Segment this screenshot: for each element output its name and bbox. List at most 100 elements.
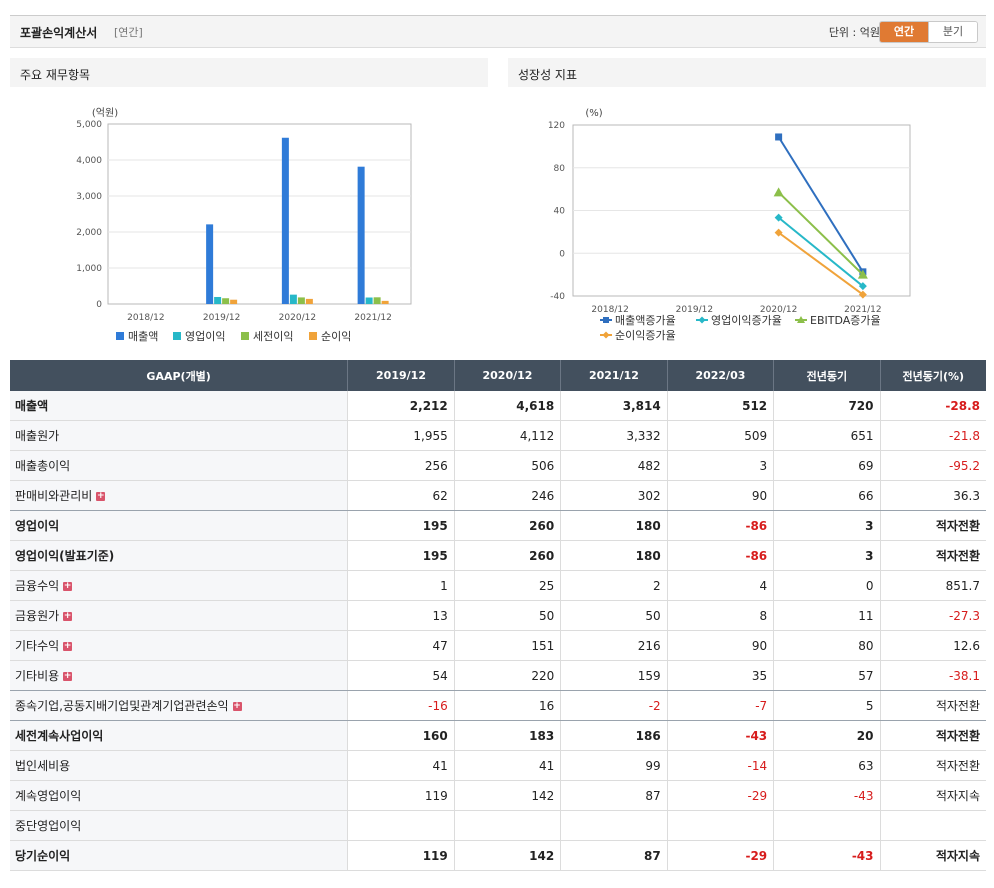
bar-영업이익 [365, 297, 373, 304]
data-point [858, 290, 867, 299]
quarter-toggle-button[interactable]: 분기 [928, 22, 977, 42]
row-value: 509 [667, 420, 775, 451]
expand-plus-icon[interactable]: + [63, 581, 73, 591]
legend-marker [603, 317, 609, 323]
data-point [858, 282, 867, 291]
bar-세전이익 [297, 297, 305, 304]
x-tick-label: 2021/12 [354, 313, 391, 323]
row-value: -27.3 [880, 600, 986, 631]
row-value: 적자지속 [880, 840, 986, 871]
expand-plus-icon[interactable]: + [232, 701, 242, 711]
row-label-text: 세전계속사업이익 [15, 729, 104, 743]
row-label-text: 영업이익 [15, 519, 60, 533]
row-value: 87 [560, 780, 668, 811]
table-row: 중단영업이익 [10, 810, 986, 841]
expand-plus-icon[interactable]: + [63, 611, 73, 621]
bar-매출액 [206, 224, 214, 304]
legend-label: 순이익 [321, 330, 351, 343]
expand-plus-icon[interactable]: + [63, 641, 73, 651]
row-value: 35 [667, 660, 775, 691]
growth-line-chart: (%) -40 0 40 80 120 2018/12 2019/12 2020/12 2021/… [548, 108, 911, 342]
header-2021: 2021/12 [560, 360, 668, 391]
statement-header: 포괄손익계산서 [연간] 단위 : 억원 연간 분기 [10, 15, 986, 48]
header-2020: 2020/12 [454, 360, 562, 391]
row-label-text: 매출액 [15, 399, 49, 413]
row-label: 중단영업이익 [10, 810, 349, 841]
row-value: 8 [667, 600, 775, 631]
row-value: 119 [347, 840, 455, 871]
bar-순이익 [230, 299, 238, 304]
table-row: 매출원가 1,955 4,112 3,332 509 651 -21.8 [10, 420, 986, 451]
row-value: -2 [560, 690, 668, 721]
row-value: 3 [667, 450, 775, 481]
expand-plus-icon[interactable]: + [63, 671, 73, 681]
row-value: 2,212 [347, 391, 455, 421]
row-value: -95.2 [880, 450, 986, 481]
row-value: -28.8 [880, 391, 986, 421]
row-label-text: 기타수익 [15, 639, 60, 653]
row-value: 260 [454, 540, 562, 571]
row-value: 482 [560, 450, 668, 481]
y-tick-label: 4,000 [76, 156, 102, 166]
row-value: 0 [773, 570, 881, 601]
legend-label: 매출액증가율 [615, 314, 676, 327]
row-value: 25 [454, 570, 562, 601]
bar-순이익 [381, 300, 389, 304]
row-value [880, 810, 986, 841]
row-label-text: 계속영업이익 [15, 789, 82, 803]
bar-매출액 [357, 166, 365, 304]
table-row: 영업이익 195 260 180 -86 3 적자전환 [10, 510, 986, 541]
row-value: 3,332 [560, 420, 668, 451]
series-line-매출액증가율 [777, 136, 864, 273]
expand-plus-icon[interactable]: + [96, 491, 106, 501]
bar-세전이익 [222, 298, 230, 304]
row-label: 금융원가 + [10, 600, 349, 631]
row-value: -29 [667, 840, 775, 871]
legend-swatch [116, 332, 124, 340]
row-value: 13 [347, 600, 455, 631]
table-row: 법인세비용 41 41 99 -14 63 적자전환 [10, 750, 986, 781]
y-tick-label: 2,000 [76, 228, 102, 238]
table-row: 매출액 2,212 4,618 3,814 512 720 -28.8 [10, 391, 986, 421]
header-2019: 2019/12 [347, 360, 455, 391]
row-value: -86 [667, 510, 775, 541]
row-value: -16 [347, 690, 455, 721]
row-value: 63 [773, 750, 881, 781]
bar-세전이익 [373, 297, 381, 304]
legend-marker [797, 316, 805, 323]
row-value: 50 [560, 600, 668, 631]
row-value: 16 [454, 690, 562, 721]
row-value [454, 810, 562, 841]
statement-title: 포괄손익계산서 [20, 26, 98, 40]
row-label-text: 금융수익 [15, 579, 60, 593]
row-value: 57 [773, 660, 881, 691]
data-point [774, 213, 783, 222]
annual-toggle-button[interactable]: 연간 [880, 22, 928, 42]
row-value: -21.8 [880, 420, 986, 451]
header-2022q1: 2022/03 [667, 360, 775, 391]
row-value: 260 [454, 510, 562, 541]
legend-label: 순이익증가율 [615, 329, 676, 342]
row-value: 246 [454, 480, 562, 511]
row-value: -7 [667, 690, 775, 721]
y-tick-label: 0 [559, 249, 565, 259]
bar-매출액 [281, 137, 289, 304]
row-value: 적자지속 [880, 780, 986, 811]
row-value: 41 [347, 750, 455, 781]
row-label: 계속영업이익 [10, 780, 349, 811]
y-tick-label: 0 [96, 300, 102, 310]
row-value: 11 [773, 600, 881, 631]
row-value: 12.6 [880, 630, 986, 661]
row-label-text: 금융원가 [15, 609, 60, 623]
row-value: 80 [773, 630, 881, 661]
row-value: 적자전환 [880, 690, 986, 721]
row-value: 186 [560, 720, 668, 751]
row-value: 216 [560, 630, 668, 661]
row-value: -38.1 [880, 660, 986, 691]
row-value: 159 [560, 660, 668, 691]
row-value: 720 [773, 391, 881, 421]
row-value: 142 [454, 840, 562, 871]
x-tick-label: 2020/12 [760, 305, 797, 315]
row-value: 195 [347, 540, 455, 571]
income-statement-table: GAAP(개별) 2019/12 2020/12 2021/12 2022/03… [10, 360, 986, 871]
